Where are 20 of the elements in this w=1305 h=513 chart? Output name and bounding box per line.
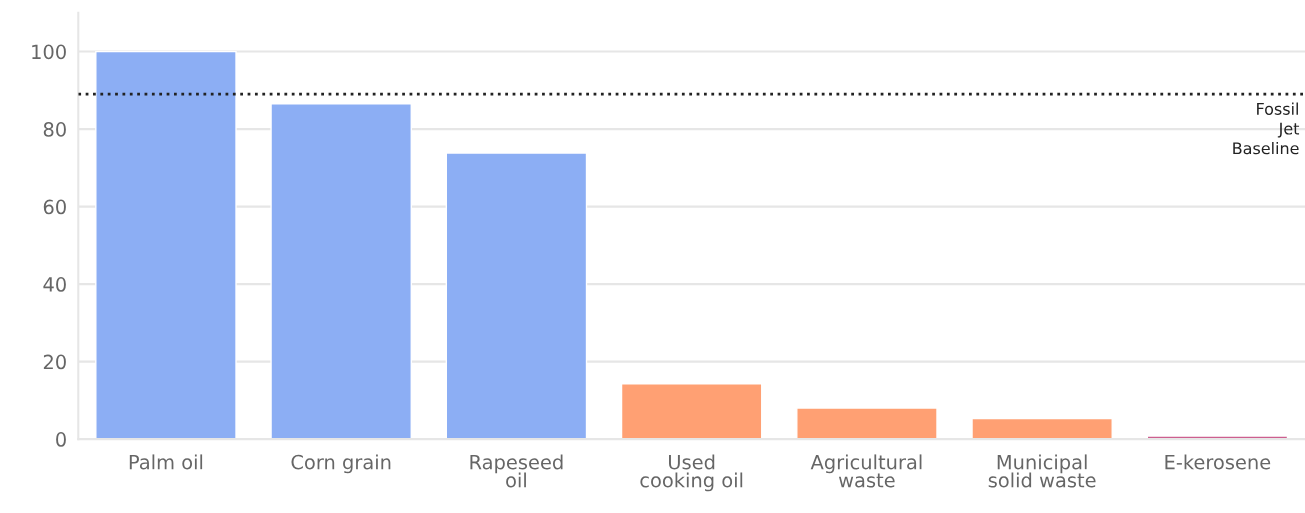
x-tick-label: Rapeseed oil	[470, 454, 563, 488]
bar	[796, 407, 938, 440]
x-tick-label: E-kerosene	[1165, 454, 1271, 470]
y-tick-label: 0	[56, 432, 66, 447]
ref-line-label: Fossil Jet Baseline	[1233, 102, 1300, 155]
bar	[270, 103, 412, 440]
bar	[95, 50, 237, 440]
bar	[620, 383, 763, 440]
x-tick-label: Agricultural waste	[810, 454, 922, 488]
y-tick-label: 100	[32, 44, 66, 60]
y-tick-label: 20	[43, 354, 66, 370]
x-tick-label: Municipal solid waste	[988, 454, 1096, 488]
y-tick-label: 60	[43, 199, 66, 215]
x-tick-label: Palm oil	[129, 454, 203, 470]
bar	[445, 152, 588, 440]
x-tick-label: Corn grain	[291, 454, 391, 474]
x-tick-label: Used cooking oil	[640, 454, 743, 492]
y-tick-label: 40	[43, 277, 66, 292]
y-tick-label: 80	[43, 122, 66, 137]
bar	[971, 417, 1113, 440]
